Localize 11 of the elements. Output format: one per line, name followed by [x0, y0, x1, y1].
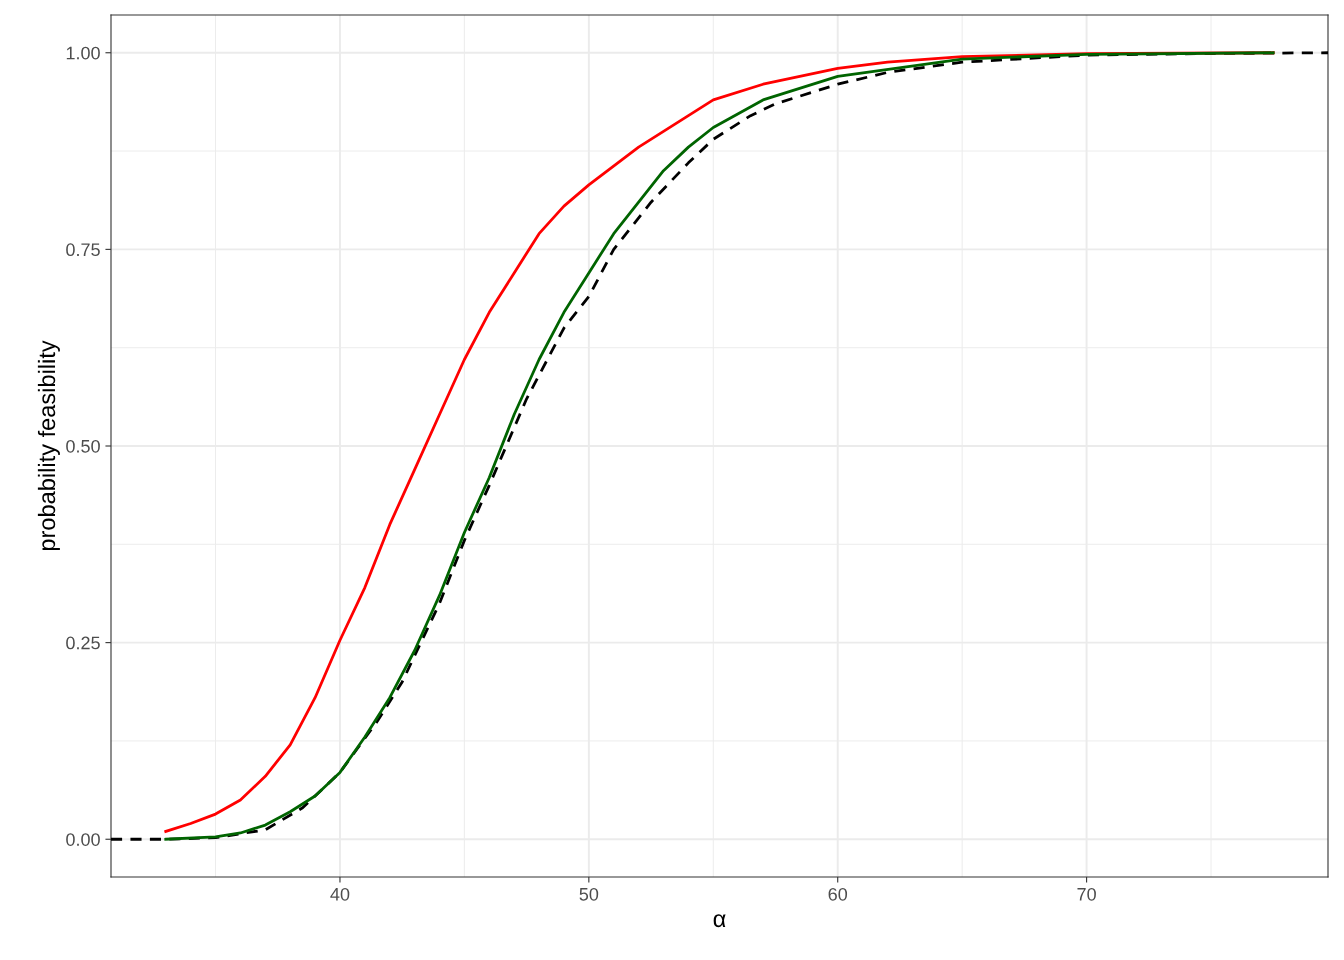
- x-tick-label: 70: [1077, 887, 1096, 901]
- x-tick-label: 40: [330, 887, 350, 901]
- y-tick-label: 0.25: [66, 636, 100, 650]
- x-tick-label: 60: [828, 887, 848, 901]
- x-axis-title: α: [713, 914, 726, 928]
- y-tick-label: 1.00: [66, 46, 100, 60]
- y-axis-title: probability feasibility: [37, 340, 60, 551]
- y-tick-label: 0.50: [66, 439, 100, 453]
- y-tick-label: 0.00: [66, 833, 100, 846]
- y-tick-label: 0.75: [66, 243, 100, 257]
- x-tick-label: 50: [579, 887, 599, 901]
